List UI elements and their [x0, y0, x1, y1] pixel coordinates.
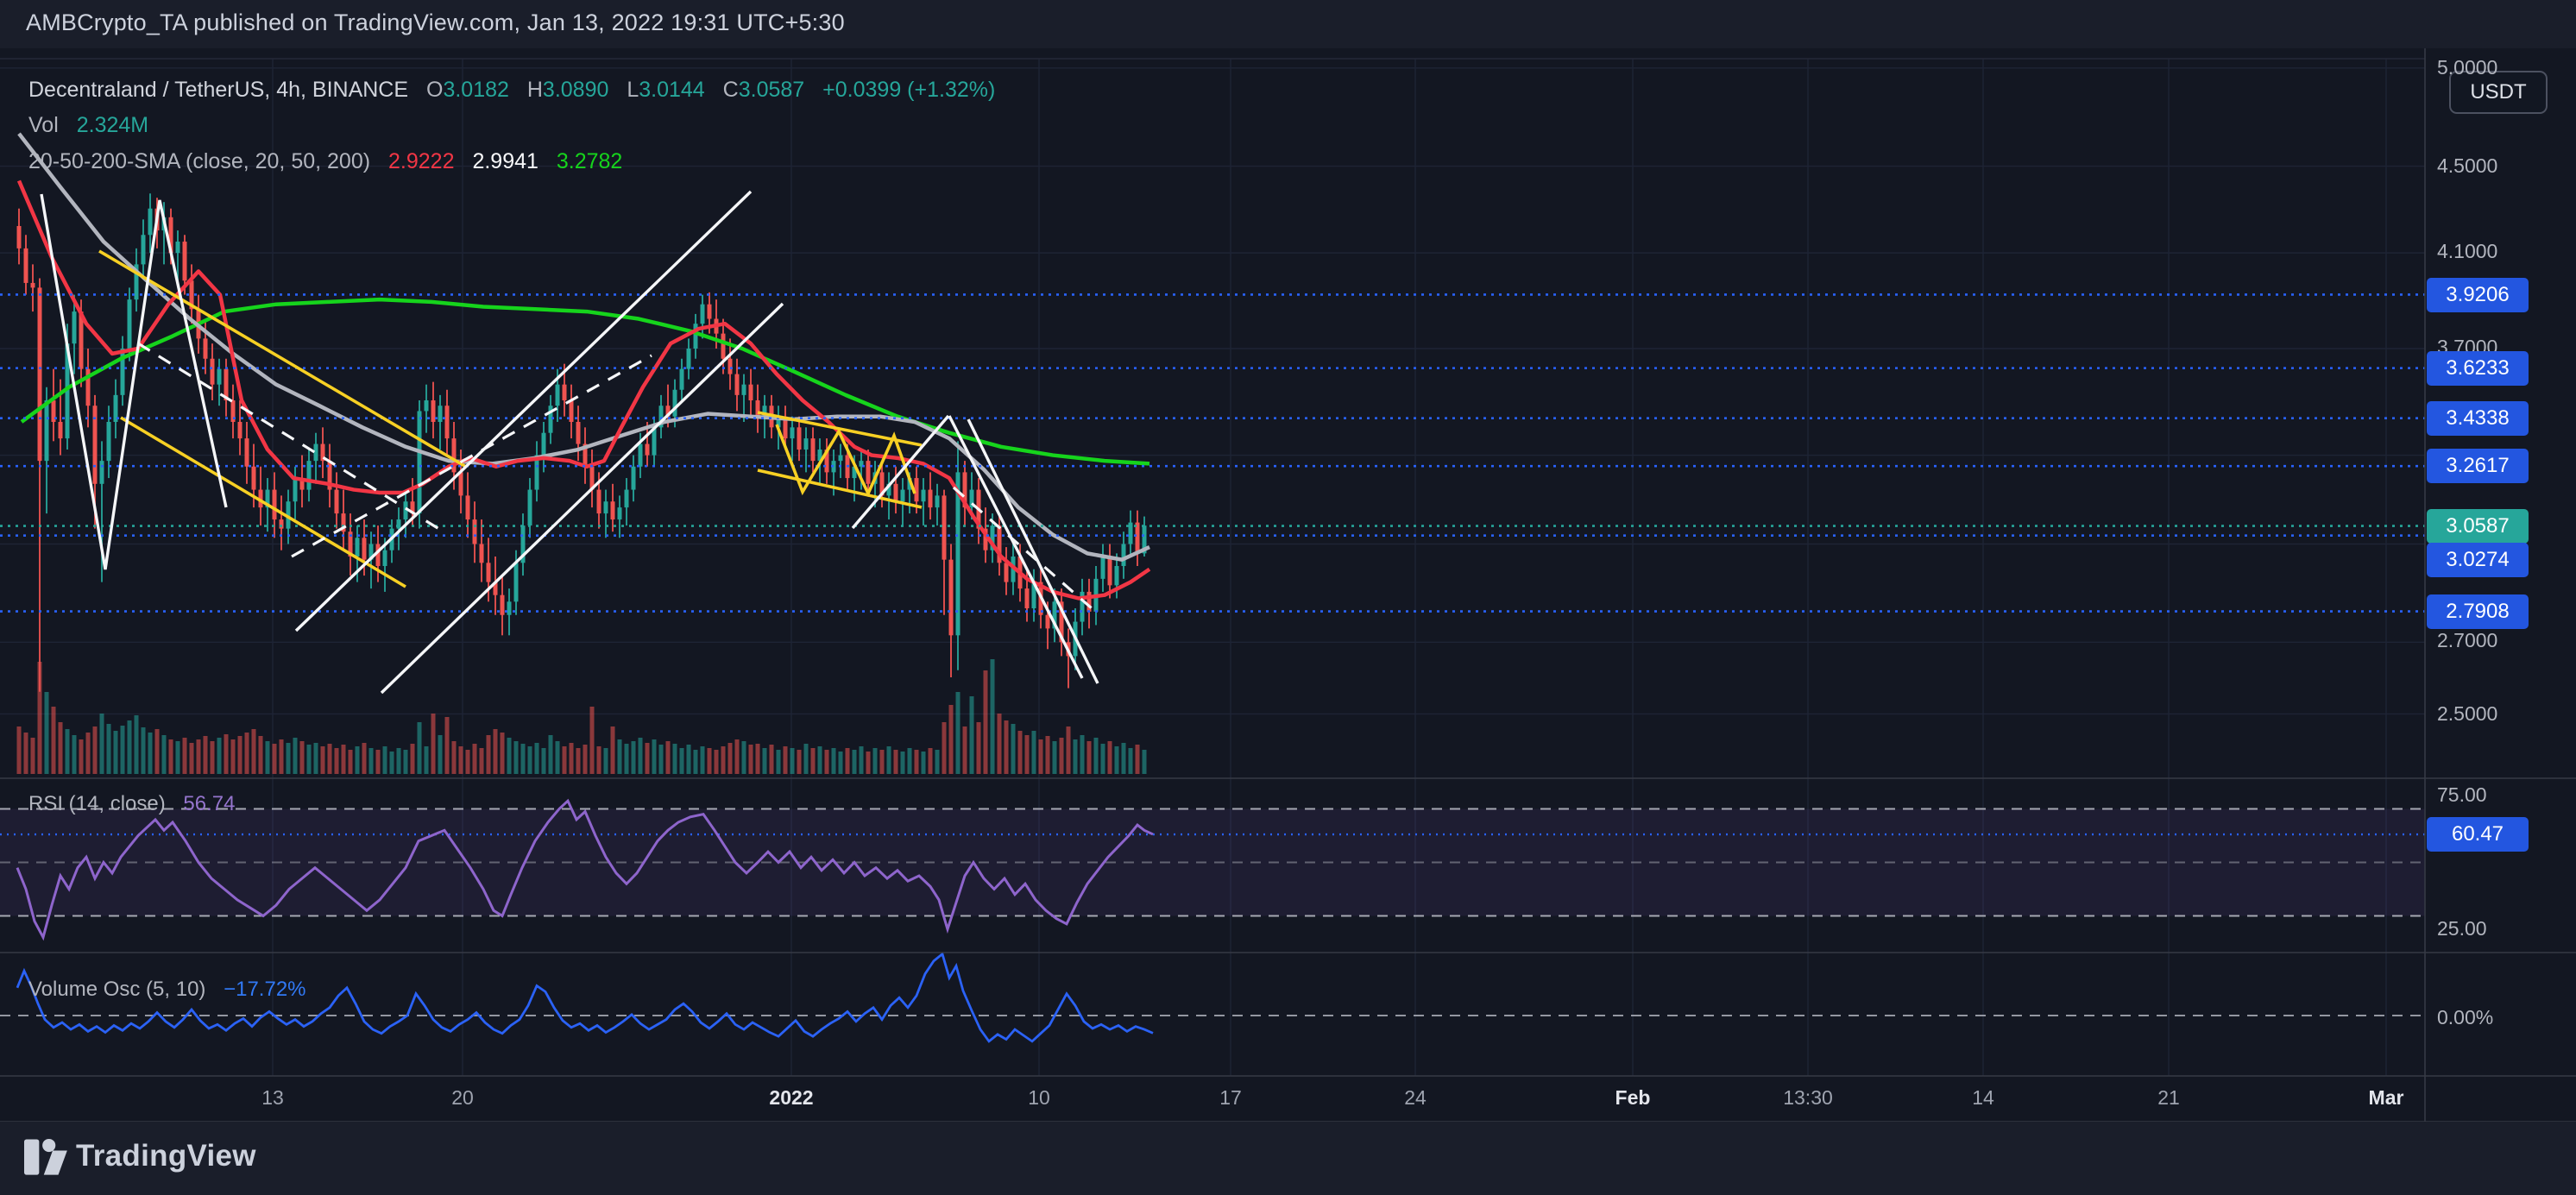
symbol-title: Decentraland / TetherUS, 4h, BINANCE — [28, 78, 409, 102]
time-tick-label: 10 — [1028, 1086, 1050, 1109]
low-value: 3.0144 — [639, 78, 705, 102]
last-price-label: 3.0587 — [2427, 509, 2529, 544]
sma200-value: 3.2782 — [556, 149, 623, 173]
bottom-bar — [0, 1122, 2576, 1195]
volume-osc-label: Volume Osc (5, 10) — [28, 978, 206, 1001]
time-tick-label: 20 — [451, 1086, 474, 1109]
time-tick-label: 2022 — [769, 1086, 814, 1109]
sma20-line — [16, 179, 1151, 601]
time-tick-label: 17 — [1219, 1086, 1242, 1109]
price-level-label: 3.4338 — [2427, 401, 2529, 436]
price-level-label: 60.47 — [2427, 817, 2529, 852]
rsi-pane-layer — [0, 798, 2425, 941]
price-level-label: 3.0274 — [2427, 543, 2529, 577]
volume-value: 2.324M — [76, 113, 149, 137]
sma20-value: 2.9222 — [388, 149, 455, 173]
rsi-band — [0, 808, 2425, 916]
price-level-label: 3.2617 — [2427, 449, 2529, 483]
axis-tick-label: 4.5000 — [2437, 154, 2498, 177]
drawings-layer — [40, 190, 1099, 695]
time-tick-label: 13 — [261, 1086, 284, 1109]
open-value: 3.0182 — [443, 78, 509, 102]
time-tick-label: 21 — [2157, 1086, 2180, 1109]
tradingview-logo-icon[interactable] — [24, 1134, 69, 1179]
publish-text: AMBCrypto_TA published on TradingView.co… — [26, 9, 845, 35]
rsi-legend: RSI (14, close) 56.74 — [28, 792, 235, 816]
high-value: 3.0890 — [542, 78, 609, 102]
volume-osc-value: −17.72% — [224, 978, 306, 1001]
gridlines-layer — [0, 58, 2425, 1076]
axis-tick-label: 0.00% — [2437, 1006, 2494, 1028]
time-tick-label: 13:30 — [1783, 1086, 1833, 1109]
axis-tick-label: 75.00 — [2437, 783, 2487, 806]
sma-legend: 20-50-200-SMA (close, 20, 50, 200) 2.922… — [28, 149, 622, 174]
time-tick-label: Feb — [1615, 1086, 1651, 1109]
sma50-line — [17, 132, 1150, 562]
symbol-legend: Decentraland / TetherUS, 4h, BINANCE O3.… — [28, 78, 995, 103]
volume-legend: Vol 2.324M — [28, 113, 148, 138]
high-label: H — [526, 78, 543, 102]
sma50-value: 2.9941 — [472, 149, 539, 173]
close-value: 3.0587 — [738, 78, 805, 102]
time-tick-label: 24 — [1404, 1086, 1427, 1109]
rsi-label: RSI (14, close) — [28, 792, 166, 815]
volume-label: Vol — [28, 113, 59, 137]
volume-bars-layer — [16, 659, 1147, 774]
change-value: +0.0399 (+1.32%) — [822, 78, 996, 102]
price-level-label: 3.9206 — [2427, 278, 2529, 312]
axis-tick-label: 25.00 — [2437, 917, 2487, 940]
open-label: O — [425, 78, 444, 102]
close-label: C — [722, 78, 739, 102]
sma200-line — [20, 297, 1150, 466]
axis-tick-label: 4.1000 — [2437, 240, 2498, 262]
price-level-label: 3.6233 — [2427, 351, 2529, 386]
axis-tick-label: 5.0000 — [2437, 56, 2498, 79]
rsi-value: 56.74 — [183, 792, 236, 815]
brand-text[interactable]: TradingView — [76, 1139, 256, 1173]
volume-osc-pane-layer — [0, 952, 2425, 1043]
axis-tick-label: 2.5000 — [2437, 702, 2498, 725]
volume-osc-legend: Volume Osc (5, 10) −17.72% — [28, 978, 306, 1002]
currency-toggle-button[interactable]: USDT — [2449, 71, 2548, 114]
chart-background — [0, 48, 2576, 1122]
time-tick-label: Mar — [2368, 1086, 2404, 1109]
sma-label: 20-50-200-SMA (close, 20, 50, 200) — [28, 149, 371, 173]
low-label: L — [627, 78, 639, 102]
price-level-label: 2.7908 — [2427, 594, 2529, 629]
axis-tick-label: 2.7000 — [2437, 629, 2498, 651]
time-tick-label: 14 — [1972, 1086, 1994, 1109]
